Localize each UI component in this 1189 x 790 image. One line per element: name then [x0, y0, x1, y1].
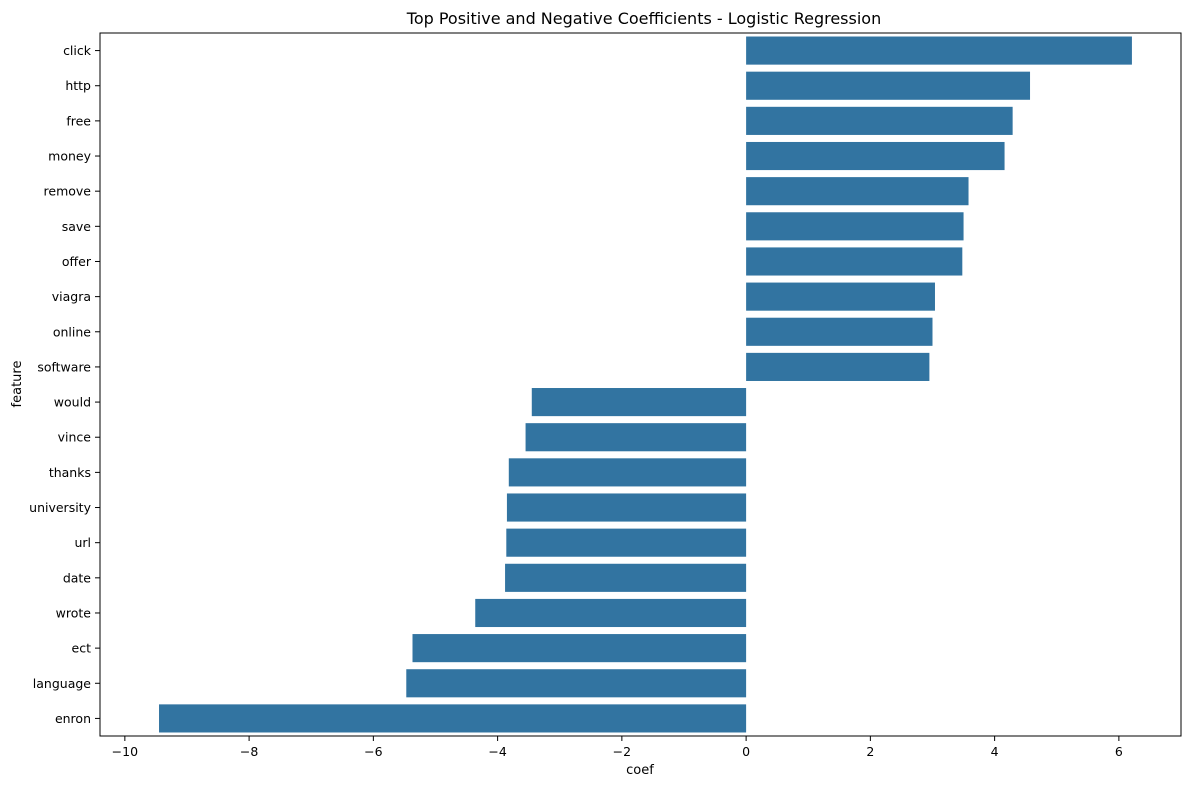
bar-money [746, 141, 1005, 171]
y-tick-label: software [37, 359, 91, 374]
bar-would [531, 388, 747, 417]
bar-date [505, 563, 747, 592]
bars-layer [159, 36, 1132, 733]
bar-viagra [746, 282, 935, 311]
bar-vince [525, 423, 747, 452]
bar-url [506, 528, 747, 557]
x-tick-label: 4 [991, 744, 999, 759]
bar-online [746, 317, 933, 346]
y-tick-label: date [63, 570, 91, 585]
y-tick-label: click [63, 43, 92, 58]
x-tick-label: 6 [1115, 744, 1123, 759]
y-ticks-layer: click http free money remove save offer viagra o… [29, 43, 100, 726]
bar-thanks [508, 458, 747, 487]
y-tick-label: wrote [56, 605, 92, 620]
y-tick-label: vince [58, 430, 92, 445]
bar-software [746, 352, 930, 381]
x-tick-label: −4 [488, 744, 506, 759]
y-tick-label: money [48, 149, 91, 164]
y-tick-label: remove [44, 184, 92, 199]
y-tick-label: offer [62, 254, 92, 269]
plot-frame [99, 32, 1182, 737]
y-tick-label: would [54, 395, 91, 410]
bar-enron [159, 704, 747, 733]
y-tick-label: viagra [52, 289, 91, 304]
bar-offer [746, 247, 963, 276]
y-tick-label: http [65, 78, 91, 93]
bar-http [746, 71, 1031, 100]
bar-wrote [475, 598, 747, 628]
y-tick-label: thanks [49, 465, 91, 480]
bar-university [506, 493, 747, 522]
x-tick-label: −8 [240, 744, 258, 759]
bar-save [746, 212, 964, 241]
bar-free [746, 106, 1013, 135]
y-tick-label: ect [72, 641, 92, 656]
x-axis-label: coef [626, 763, 654, 778]
bar-remove [746, 177, 969, 206]
bar-language [406, 669, 747, 698]
x-tick-label: 2 [866, 744, 874, 759]
x-tick-label: −2 [613, 744, 631, 759]
y-axis-label: feature [10, 361, 25, 408]
x-tick-label: −6 [364, 744, 382, 759]
bar-click [746, 36, 1132, 65]
y-tick-label: enron [55, 711, 91, 726]
bar-ect [412, 634, 747, 663]
x-tick-label: 0 [742, 744, 750, 759]
y-tick-label: language [33, 676, 92, 691]
y-tick-label: save [62, 219, 92, 234]
y-tick-label: free [66, 113, 91, 128]
x-ticks-layer: −10 −8 −6 −4 −2 0 2 4 6 [112, 736, 1123, 759]
y-tick-label: university [29, 500, 91, 515]
y-tick-label: online [53, 324, 91, 339]
y-tick-label: url [74, 535, 91, 550]
x-tick-label: −10 [112, 744, 138, 759]
chart-title: Top Positive and Negative Coefficients -… [406, 9, 881, 28]
